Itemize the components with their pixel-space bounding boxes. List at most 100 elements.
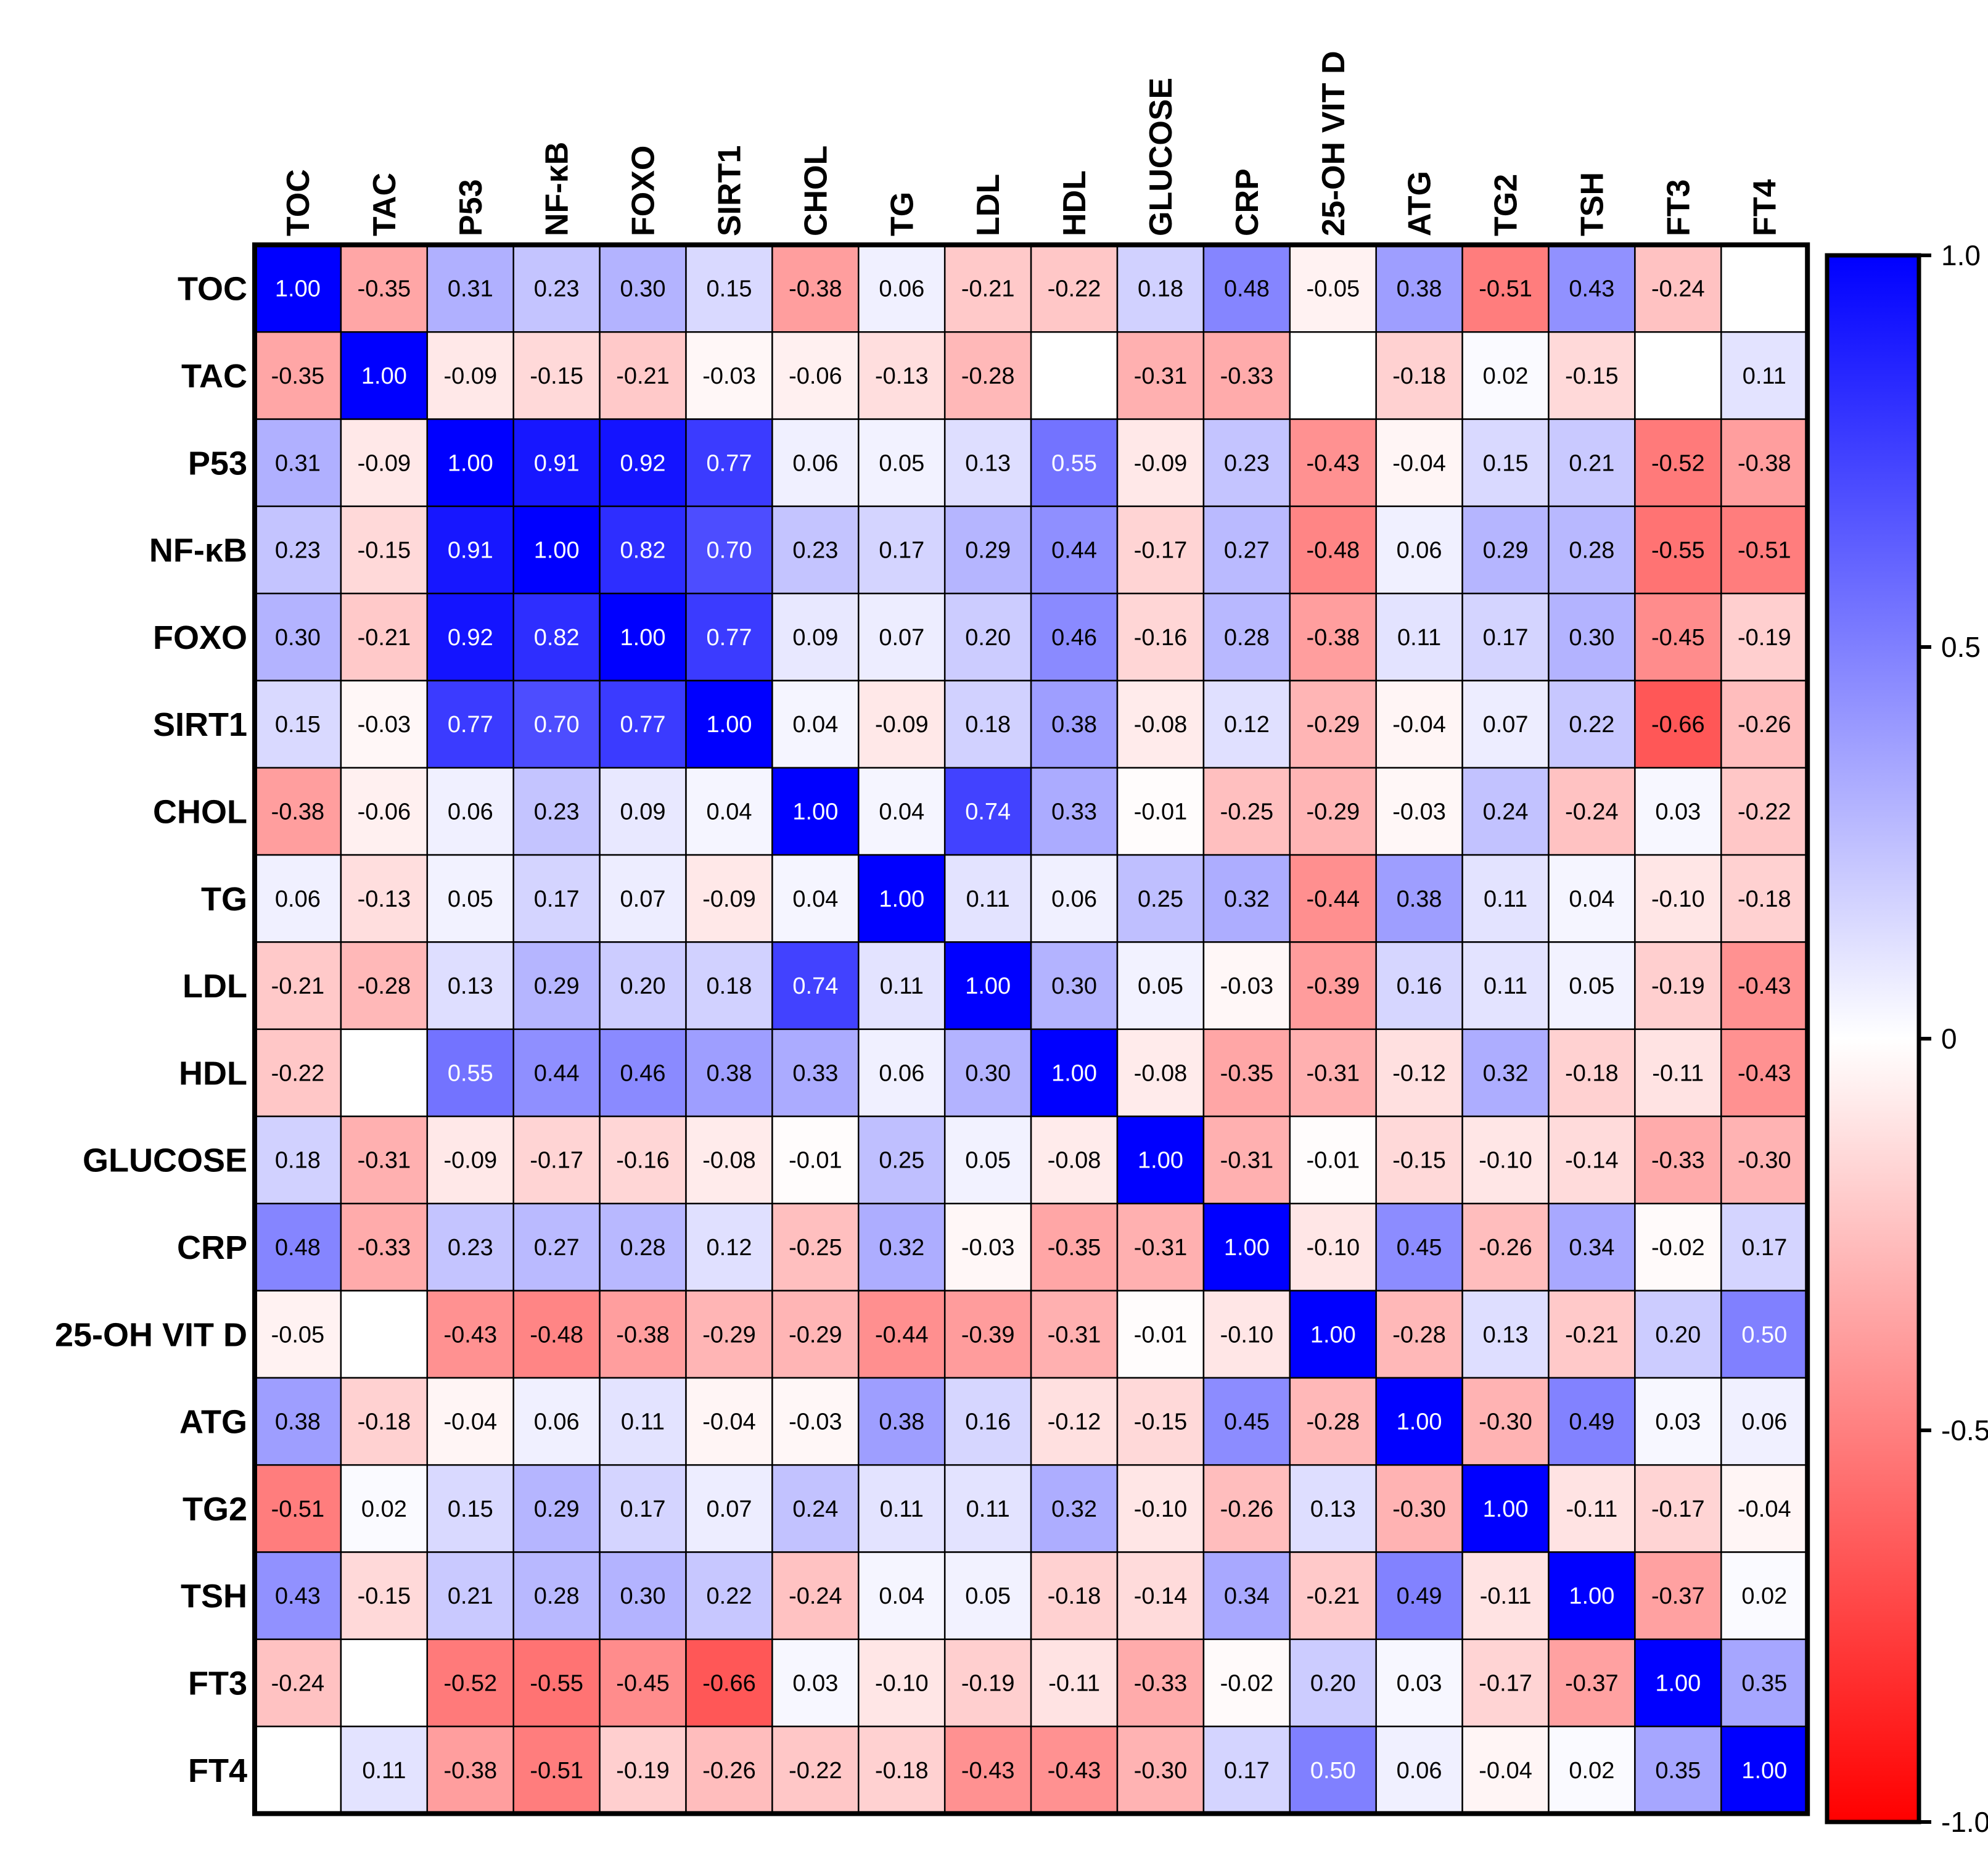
heatmap-cell — [1720, 767, 1809, 856]
heatmap-cell — [253, 1203, 342, 1292]
cell-value-label: 1.00 — [1655, 1671, 1701, 1697]
heatmap-cell — [1030, 592, 1119, 682]
heatmap-cell — [1202, 1115, 1291, 1205]
heatmap-cell — [599, 1725, 687, 1815]
cell-value-label: 0.27 — [534, 1235, 580, 1261]
cell-value-label: 0.46 — [620, 1060, 666, 1086]
heatmap-cell — [512, 1115, 601, 1205]
cell-value-label: 0.77 — [707, 450, 752, 476]
cell-value-label: -0.21 — [1306, 1583, 1360, 1609]
row-label: LDL — [183, 968, 247, 1005]
heatmap-cell — [1548, 1115, 1636, 1205]
cell-value-label: -0.48 — [1306, 538, 1360, 564]
heatmap-cells: 1.00 -0.35 0.31 0.23 0.30 0.15 -0.38 0.06 -0.21 -… — [253, 244, 1809, 1815]
cell-value-label: 0.28 — [1569, 538, 1614, 564]
heatmap-cell — [943, 1028, 1032, 1118]
cell-value-label: -0.10 — [1479, 1148, 1532, 1174]
cell-value-label: -0.19 — [1738, 625, 1791, 651]
heatmap-cell — [340, 1290, 429, 1379]
cell-value-label: -0.14 — [1134, 1583, 1188, 1609]
heatmap-cell — [1375, 592, 1463, 682]
colorbar-tick-label: 0 — [1941, 1023, 1957, 1055]
heatmap-cell — [340, 1725, 429, 1815]
heatmap-cell — [253, 505, 342, 595]
cell-value-label: 0.23 — [448, 1235, 493, 1261]
cell-value-label: 0.11 — [880, 973, 924, 999]
cell-value-label: -0.01 — [1134, 799, 1188, 825]
heatmap-cell — [253, 244, 342, 333]
heatmap-cell — [685, 505, 773, 595]
heatmap-cell — [1030, 331, 1119, 420]
colorbar-tick-label: 0.5 — [1941, 631, 1981, 663]
cell-value-label: 0.04 — [792, 886, 838, 912]
cell-value-label: 0.12 — [1224, 712, 1270, 738]
row-label: TG — [201, 881, 247, 918]
heatmap-cell — [1634, 331, 1722, 420]
row-label: HDL — [179, 1055, 247, 1092]
heatmap-cell — [1548, 418, 1636, 508]
cell-value-label: 0.18 — [965, 712, 1011, 738]
cell-value-label: -0.12 — [1048, 1409, 1101, 1435]
cell-value-label: 0.05 — [965, 1583, 1011, 1609]
cell-value-label: -0.33 — [1220, 363, 1274, 389]
cell-value-label: 0.33 — [1051, 799, 1097, 825]
cell-value-label: -0.17 — [1651, 1496, 1705, 1522]
heatmap-cell — [858, 244, 946, 333]
heatmap-cell — [426, 1290, 514, 1379]
heatmap-cell — [1548, 1290, 1636, 1379]
cell-value-label: 0.45 — [1224, 1409, 1270, 1435]
cell-value-label: -0.03 — [961, 1235, 1015, 1261]
heatmap-cell — [685, 1203, 773, 1292]
heatmap-cell — [340, 592, 429, 682]
heatmap-cell — [512, 505, 601, 595]
cell-value-label: -0.17 — [1134, 538, 1188, 564]
row-label: NF-κB — [149, 532, 247, 569]
heatmap-cell — [1461, 1203, 1550, 1292]
cell-value-label: 0.91 — [448, 538, 493, 564]
cell-value-label: 0.07 — [707, 1496, 752, 1522]
cell-value-label: -0.24 — [1565, 799, 1619, 825]
cell-value-label: -0.15 — [530, 363, 583, 389]
cell-value-label: -0.18 — [358, 1409, 411, 1435]
cell-value-label: -0.55 — [530, 1671, 583, 1697]
cell-value-label: -0.44 — [1306, 886, 1360, 912]
cell-value-label: 0.28 — [1224, 625, 1270, 651]
heatmap-cell — [771, 1290, 860, 1379]
cell-value-label: 0.29 — [534, 1496, 580, 1522]
cell-value-label: 0.16 — [965, 1409, 1011, 1435]
heatmap-cell — [1548, 1725, 1636, 1815]
cell-value-label: -0.10 — [875, 1671, 929, 1697]
cell-value-label: -0.13 — [875, 363, 929, 389]
cell-value-label: 0.30 — [620, 1583, 666, 1609]
cell-value-label: -0.08 — [702, 1148, 756, 1174]
heatmap-cell — [1116, 1377, 1205, 1466]
cell-value-label: 0.38 — [879, 1409, 924, 1435]
column-label: NF-κB — [540, 142, 575, 236]
cell-value-label: -0.18 — [1048, 1583, 1101, 1609]
cell-value-label: 0.49 — [1569, 1409, 1614, 1435]
cell-value-label: -0.24 — [789, 1583, 842, 1609]
row-label: TG2 — [183, 1491, 247, 1528]
heatmap-cell — [685, 767, 773, 856]
heatmap-cell — [1634, 1377, 1722, 1466]
heatmap-cell — [1289, 1203, 1377, 1292]
cell-value-label: 0.70 — [534, 712, 580, 738]
heatmap-cell — [340, 1377, 429, 1466]
heatmap-cell — [599, 418, 687, 508]
heatmap-cell — [1289, 854, 1377, 943]
cell-value-label: -0.19 — [1651, 973, 1705, 999]
heatmap-cell — [858, 418, 946, 508]
column-label: 25-OH VIT D — [1316, 51, 1352, 237]
cell-value-label: -0.03 — [1392, 799, 1446, 825]
heatmap-cell — [512, 1638, 601, 1728]
cell-value-label: 0.06 — [1051, 886, 1097, 912]
cell-value-label: 0.17 — [1224, 1758, 1270, 1784]
heatmap-cell — [771, 941, 860, 1030]
cell-value-label: 0.74 — [965, 799, 1011, 825]
heatmap-cell — [1548, 592, 1636, 682]
cell-value-label: -0.38 — [616, 1322, 670, 1348]
heatmap-cell — [943, 854, 1032, 943]
cell-value-label: -0.30 — [1738, 1148, 1791, 1174]
cell-value-label: 0.34 — [1569, 1235, 1614, 1261]
heatmap-cell — [1116, 767, 1205, 856]
